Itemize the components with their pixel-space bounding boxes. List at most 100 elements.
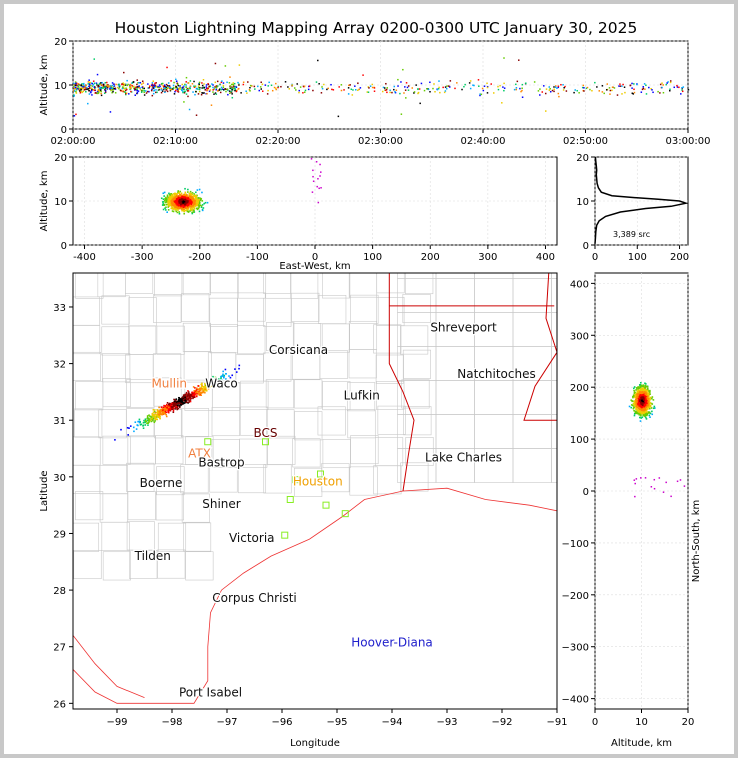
- source-point: [645, 93, 648, 95]
- source-point: [191, 192, 194, 194]
- source-point: [73, 90, 75, 92]
- source-point: [215, 85, 218, 88]
- source-point: [277, 86, 279, 89]
- source-point: [179, 88, 182, 90]
- parish-outline: [474, 414, 514, 449]
- source-point: [183, 200, 186, 203]
- source-point: [646, 385, 648, 388]
- source-point: [157, 85, 159, 88]
- source-point: [180, 194, 183, 197]
- source-point: [637, 392, 639, 395]
- source-point: [164, 405, 167, 407]
- source-point: [146, 419, 149, 422]
- source-point: [124, 84, 127, 86]
- source-point: [647, 405, 649, 408]
- source-point: [77, 88, 79, 90]
- source-point: [80, 90, 83, 92]
- source-count-label: 3,389 src: [613, 230, 650, 239]
- source-point: [687, 88, 690, 91]
- y-tick-label: −400: [562, 695, 589, 706]
- source-point: [185, 397, 188, 399]
- source-point: [195, 191, 197, 194]
- source-point: [170, 200, 173, 202]
- source-point: [75, 89, 78, 91]
- source-point: [126, 84, 129, 87]
- source-point: [404, 89, 407, 91]
- county-outline: [127, 491, 156, 521]
- source-point: [162, 411, 164, 413]
- source-point: [164, 201, 167, 204]
- source-point: [636, 393, 638, 396]
- source-point: [184, 203, 186, 206]
- source-point: [486, 85, 489, 88]
- source-point: [168, 408, 170, 411]
- source-point: [649, 389, 651, 392]
- county-outline: [73, 296, 100, 326]
- source-point: [93, 89, 96, 91]
- source-point: [142, 427, 145, 430]
- source-point: [479, 94, 481, 97]
- source-point: [84, 86, 86, 88]
- source-point: [189, 86, 191, 88]
- source-point: [191, 193, 194, 196]
- source-point: [182, 206, 185, 208]
- source-point: [438, 86, 440, 89]
- source-point: [139, 88, 142, 91]
- source-point: [261, 90, 264, 92]
- source-point: [271, 89, 274, 92]
- source-point: [662, 91, 665, 94]
- source-point: [170, 80, 172, 82]
- source-point: [433, 83, 435, 85]
- source-point: [267, 85, 269, 87]
- source-point: [640, 386, 643, 388]
- source-point: [650, 87, 652, 90]
- source-point: [138, 87, 140, 89]
- source-point: [642, 406, 644, 409]
- source-point: [186, 208, 189, 211]
- source-point: [520, 90, 522, 93]
- source-point: [114, 92, 117, 94]
- source-point: [295, 89, 297, 91]
- source-point: [199, 204, 202, 207]
- city-label: Waco: [205, 376, 237, 390]
- county-outline: [102, 353, 131, 383]
- source-point: [653, 405, 656, 408]
- source-point: [80, 88, 82, 91]
- source-point: [111, 82, 114, 84]
- source-point: [503, 57, 505, 59]
- source-point: [152, 85, 154, 87]
- source-point: [214, 379, 217, 381]
- source-point: [205, 84, 208, 86]
- source-point: [521, 89, 523, 92]
- source-point: [317, 201, 320, 204]
- source-point: [189, 208, 192, 211]
- source-point: [644, 401, 646, 404]
- source-point: [648, 396, 650, 398]
- source-point: [630, 406, 633, 409]
- source-point: [644, 400, 647, 403]
- source-point: [330, 83, 332, 86]
- source-point: [163, 191, 166, 194]
- source-point: [170, 197, 173, 200]
- source-point: [245, 90, 247, 92]
- source-point: [213, 93, 215, 95]
- source-point: [174, 198, 176, 201]
- source-point: [389, 89, 391, 92]
- source-point: [220, 81, 223, 84]
- source-point: [200, 386, 203, 389]
- source-point: [184, 396, 186, 399]
- source-point: [320, 92, 323, 94]
- source-point: [669, 88, 671, 91]
- source-point: [162, 413, 165, 415]
- source-point: [642, 87, 645, 90]
- source-point: [123, 91, 126, 93]
- source-point: [205, 86, 207, 88]
- y-tick-label: 20: [54, 153, 67, 164]
- source-point: [178, 397, 180, 399]
- county-outline: [98, 409, 127, 439]
- county-outline: [75, 491, 104, 521]
- source-point: [165, 88, 168, 91]
- source-point: [302, 85, 305, 88]
- coastline: [73, 487, 557, 704]
